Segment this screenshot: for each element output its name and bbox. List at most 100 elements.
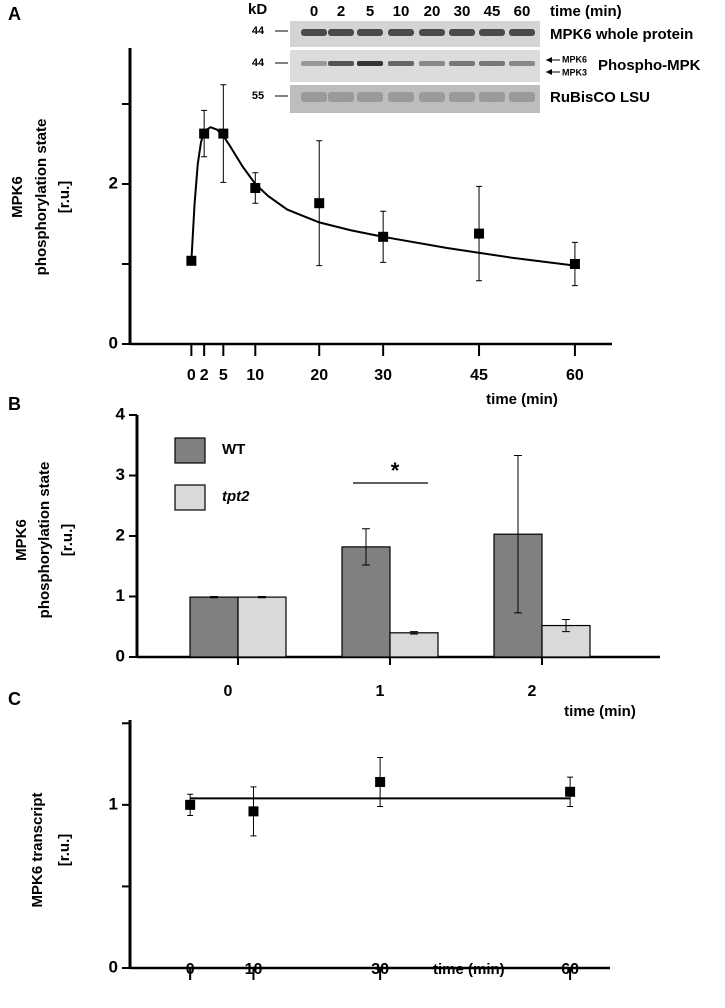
marker-label: 55	[252, 90, 264, 102]
x-tick-label: 30	[371, 961, 389, 978]
x-tick-label: 1	[376, 683, 385, 700]
y-tick-label: 1	[109, 794, 118, 813]
marker-label: 44	[252, 25, 265, 37]
x-axis-label: time (min)	[486, 391, 558, 408]
blot-row-label: MPK6 whole protein	[550, 26, 693, 43]
lane-label: 20	[424, 3, 441, 20]
band	[509, 61, 535, 66]
y-tick-label: 4	[116, 404, 126, 423]
x-tick-label: 2	[200, 367, 209, 384]
blot-time-label: time (min)	[550, 3, 622, 20]
lane-label: 60	[514, 3, 531, 20]
band	[388, 29, 414, 36]
error-bar	[210, 596, 218, 599]
data-point	[565, 786, 576, 797]
x-tick-label: 45	[470, 367, 488, 384]
x-tick-label: 20	[310, 367, 328, 384]
band	[301, 29, 327, 36]
y-tick-label: 0	[109, 333, 118, 352]
data-point	[218, 128, 229, 139]
band	[419, 29, 445, 36]
panel-letter: A	[8, 4, 21, 24]
band	[301, 92, 327, 102]
error-bar	[258, 596, 266, 599]
band	[509, 92, 535, 102]
legend-swatch	[174, 484, 206, 511]
y-axis-label: [r.u.]	[56, 834, 73, 867]
data-point	[375, 777, 386, 787]
data-point	[185, 799, 196, 810]
panel-letter: B	[8, 394, 21, 414]
band	[509, 29, 535, 36]
data-point	[186, 255, 197, 266]
x-tick-label: 60	[566, 367, 584, 384]
band	[357, 29, 383, 36]
x-tick-label: 5	[219, 367, 228, 384]
x-axis-label: time (min)	[564, 703, 636, 720]
error-bar	[410, 631, 418, 635]
y-axis-label: [r.u.]	[56, 181, 73, 214]
band	[301, 61, 327, 66]
y-tick-label: 1	[116, 586, 125, 605]
lane-label: 45	[484, 3, 501, 20]
y-tick-label: 2	[109, 173, 118, 192]
data-point	[250, 183, 261, 193]
band	[479, 61, 505, 66]
error-bar	[562, 618, 570, 633]
x-tick-label: 10	[246, 367, 264, 384]
band	[449, 92, 475, 102]
band	[388, 92, 414, 102]
band	[449, 29, 475, 36]
bar	[237, 596, 287, 658]
band	[479, 29, 505, 36]
x-tick-label: 0	[187, 367, 196, 384]
y-axis-label: phosphorylation state	[36, 462, 53, 619]
bar	[189, 596, 239, 658]
y-axis-label: MPK6	[9, 176, 26, 218]
band	[328, 61, 354, 66]
y-axis-label: MPK6 transcript	[29, 792, 46, 907]
band	[388, 61, 414, 66]
x-tick-label: 0	[186, 961, 195, 978]
x-tick-label: 30	[374, 367, 392, 384]
lane-label: 2	[337, 3, 345, 20]
lane-label: 5	[366, 3, 374, 20]
band	[328, 29, 354, 36]
legend-label: WT	[222, 441, 245, 458]
band	[328, 92, 354, 102]
data-point	[314, 198, 325, 209]
bar	[389, 632, 439, 658]
lane-label: 10	[393, 3, 410, 20]
x-tick-label: 0	[224, 683, 233, 700]
x-tick-label: 10	[245, 961, 263, 978]
y-tick-label: 3	[116, 465, 125, 484]
band	[449, 61, 475, 66]
y-tick-label: 2	[116, 525, 125, 544]
data-point	[199, 128, 210, 139]
y-tick-label: 0	[109, 957, 118, 976]
blot-row-label: RuBisCO LSU	[550, 89, 650, 106]
error-bar	[514, 455, 522, 614]
band	[479, 92, 505, 102]
arrow-head	[546, 57, 552, 63]
fit-line	[190, 126, 576, 267]
kd-label: kD	[248, 1, 267, 18]
x-tick-label: 2	[528, 683, 537, 700]
y-axis-label: MPK6	[13, 519, 30, 561]
legend-label: tpt2	[222, 488, 250, 505]
y-axis-label: [r.u.]	[59, 524, 76, 557]
data-point	[474, 228, 485, 239]
panel-letter: C	[8, 689, 21, 709]
band	[357, 92, 383, 102]
band	[357, 61, 383, 66]
data-point	[569, 259, 580, 269]
blot-row-label: Phospho-MPK	[598, 57, 701, 74]
x-tick-label: 60	[561, 961, 579, 978]
blot-row-label: MPK3	[562, 67, 587, 77]
data-point	[248, 806, 259, 817]
marker-label: 44	[252, 57, 265, 69]
x-axis-label: time (min)	[433, 961, 505, 978]
lane-label: 0	[310, 3, 318, 20]
band	[419, 61, 445, 66]
